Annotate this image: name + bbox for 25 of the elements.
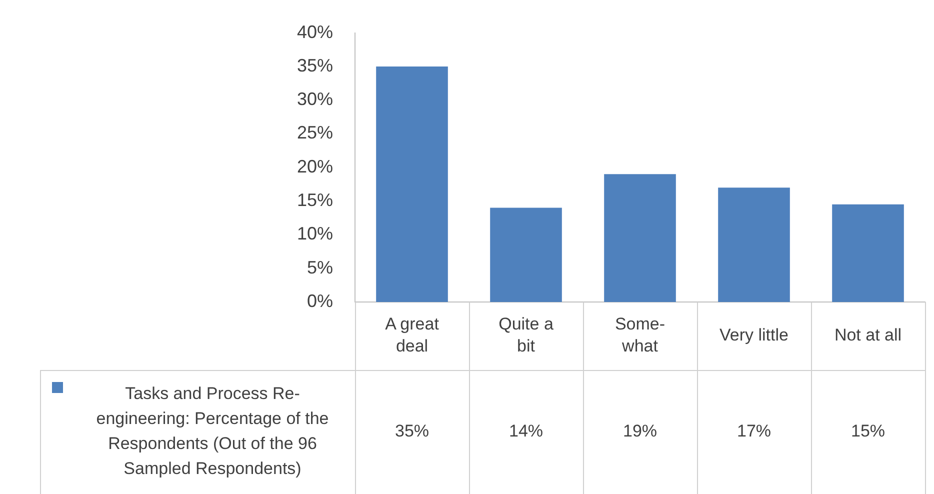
bar: [604, 174, 676, 302]
y-tick-label: 30%: [296, 89, 333, 110]
data-label: 35%: [394, 422, 430, 441]
text: Tasks and Process Re-engineering: Percentage of the Respondents (Out of the 96 Sampled Respondents): [96, 384, 329, 478]
x-tick-label: Some-what: [614, 314, 666, 356]
y-tick-label: 10%: [296, 224, 333, 244]
y-tick-label: 35%: [296, 55, 333, 76]
y-tick-label: 5%: [306, 257, 333, 278]
y-tick-label: 40%: [296, 22, 333, 42]
data-label: 15%: [850, 422, 886, 441]
y-tick-label: 20%: [296, 156, 333, 176]
x-tick-label: Quite a bit: [498, 314, 554, 356]
bar: [718, 188, 790, 302]
data-label: 19%: [622, 422, 658, 441]
y-tick-label: 25%: [296, 122, 333, 143]
x-tick-label: Very little: [720, 326, 788, 345]
bar: [490, 208, 562, 302]
y-tick-label: 15%: [296, 190, 333, 210]
bar: [376, 66, 448, 302]
x-tick-label: A great deal: [385, 314, 440, 356]
bar: [832, 204, 904, 302]
y-tick-label: 0%: [306, 290, 333, 311]
data-label: 14%: [508, 422, 544, 441]
x-tick-label: Not at all: [834, 326, 902, 345]
data-label: 17%: [736, 422, 772, 441]
